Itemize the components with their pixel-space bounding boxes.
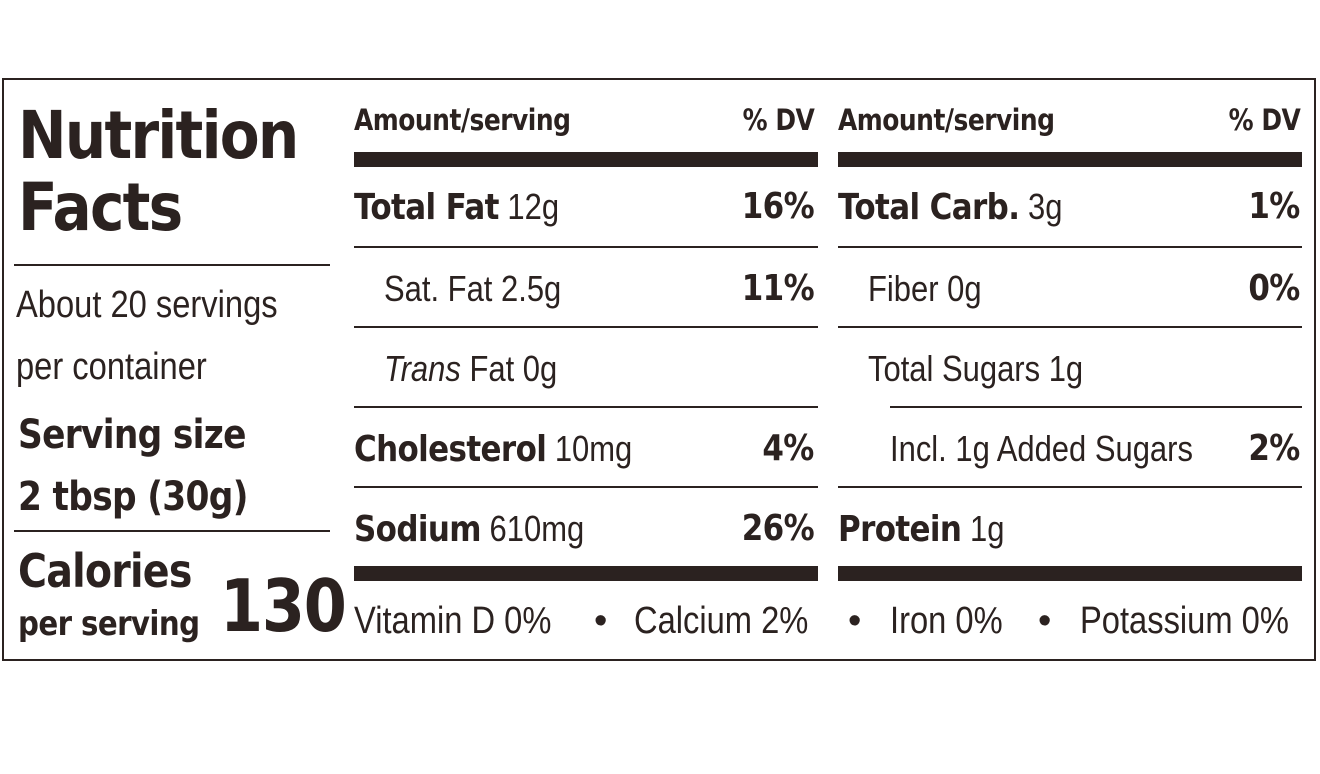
potassium: Potassium 0% [1080,596,1320,646]
calcium: Calcium 2% [634,596,837,646]
title-line-2: Facts [18,169,183,246]
left-footer-bar [354,566,818,581]
sodium-dv: 26% [730,504,815,554]
total-fat-dv: 16% [730,182,815,232]
vitamin-d-text: Vitamin D 0% [354,600,552,642]
total-sugars-label: Total Sugars 1g [868,348,1084,389]
calcium-text: Calcium 2% [634,600,809,642]
iron-text: Iron 0% [890,600,1003,642]
added-sugars-label: Incl. 1g Added Sugars [890,428,1193,469]
row-fiber: Fiber 0g [868,264,1000,314]
calories-label: Calories [18,544,192,598]
sat-fat-dv-text: 11% [741,268,815,309]
serving-size: Serving size 2 tbsp (30g) [18,404,285,528]
sodium-label: Sodium [354,509,482,550]
row-divider [354,406,818,408]
cholesterol-dv-text: 4% [762,428,815,469]
servings-per-container: About 20 servings per container [16,274,336,398]
trans-label: Trans [384,348,461,389]
row-protein: Protein 1g [838,504,1032,555]
row-divider [354,486,818,488]
row-total-fat: Total Fat 12g [354,182,592,233]
row-total-sugars: Total Sugars 1g [868,344,1118,394]
row-trans-fat: Trans Fat 0g [384,344,585,394]
sat-fat-dv: 11% [730,264,815,314]
row-divider [838,326,1302,328]
cholesterol-label: Cholesterol [354,429,547,470]
nutrition-facts-panel: Nutrition Facts About 20 servings per co… [2,78,1316,661]
calories-value-block: 130 [220,566,366,646]
sat-fat-label: Sat. Fat 2.5g [384,268,562,309]
protein-label: Protein [838,509,962,550]
trans-fat-amount: Fat 0g [469,348,558,389]
servings-per-container-text: About 20 servings per container [16,284,278,388]
row-cholesterol: Cholesterol 10mg [354,424,678,475]
row-divider [890,406,1302,408]
row-divider [838,246,1302,248]
separator-1: • [594,600,608,642]
right-header-bar [838,152,1302,167]
total-carb-dv: 1% [1240,182,1301,232]
potassium-text: Potassium 0% [1080,600,1289,642]
right-dv-header: % DV [1228,103,1300,137]
vitamin-d: Vitamin D 0% [354,596,584,646]
left-header-bar [354,152,818,167]
title-line-1: Nutrition [18,97,299,174]
added-sugars-dv-text: 2% [1248,428,1301,469]
total-fat-dv-text: 16% [741,186,815,227]
sodium-dv-text: 26% [741,508,815,549]
right-footer-bar [838,566,1302,581]
cholesterol-amount: 10mg [554,428,633,469]
added-sugars-dv: 2% [1240,424,1301,474]
fiber-label: Fiber 0g [868,268,982,309]
total-fat-amount: 12g [507,186,560,227]
fiber-dv-text: 0% [1248,268,1301,309]
total-carb-label: Total Carb. [838,187,1020,228]
title-divider [14,264,330,266]
sodium-amount: 610mg [489,508,585,549]
separator-2: • [848,600,862,642]
row-divider [354,246,818,248]
right-amount-header: Amount/serving [838,103,1055,137]
calories-label-block: Calories [18,546,220,596]
fiber-dv: 0% [1240,264,1301,314]
row-divider [838,486,1302,488]
row-sodium: Sodium 610mg [354,504,622,555]
title: Nutrition Facts [18,97,299,246]
calories-sub-block: per serving [18,604,229,644]
row-divider [354,326,818,328]
cholesterol-dv: 4% [754,424,815,474]
serving-divider [14,530,330,532]
left-dv-header: % DV [742,103,814,137]
total-carb-dv-text: 1% [1248,186,1301,227]
row-added-sugars: Incl. 1g Added Sugars [890,424,1242,474]
calories-per-serving-label: per serving [18,604,200,644]
row-total-carb: Total Carb. 3g [838,182,1099,233]
total-fat-label: Total Fat [354,187,499,228]
left-amount-header: Amount/serving [354,103,571,137]
serving-size-value: 2 tbsp (30g) [18,474,248,520]
protein-amount: 1g [969,508,1005,549]
row-sat-fat: Sat. Fat 2.5g [384,264,590,314]
total-carb-amount: 3g [1027,186,1063,227]
iron: Iron 0% [890,596,1021,646]
separator-3: • [1038,600,1052,642]
calories-value: 130 [220,564,347,648]
serving-size-label: Serving size [18,412,246,458]
